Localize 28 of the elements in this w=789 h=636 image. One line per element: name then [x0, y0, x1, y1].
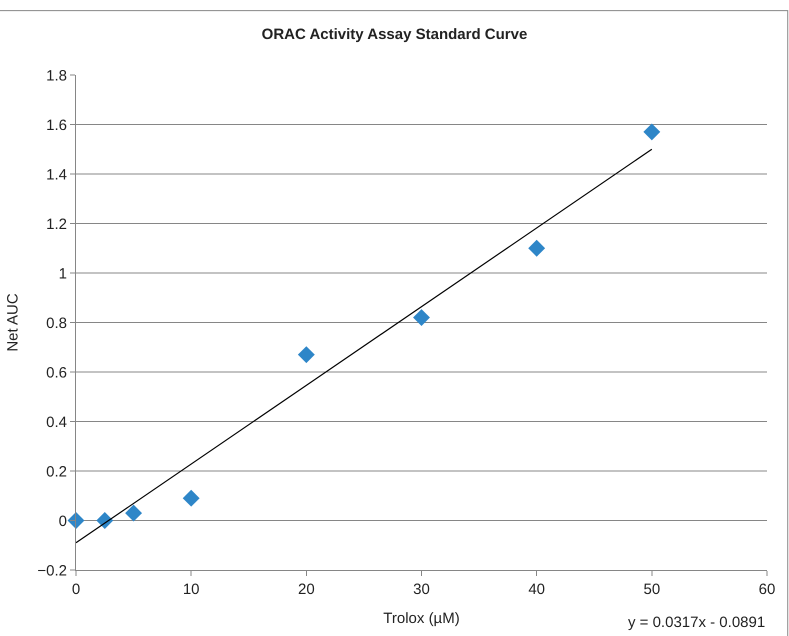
y-tick-label: 1 [58, 265, 67, 282]
y-axis-title: Net AUC [4, 293, 22, 352]
y-tick-label: 1.8 [46, 67, 67, 84]
y-tick-label: 0.8 [46, 314, 67, 332]
x-tick-label: 50 [643, 581, 660, 598]
y-tick-label: 0.4 [46, 414, 67, 431]
x-tick-label: 60 [758, 581, 776, 598]
point [298, 346, 315, 364]
text: y = 0.0317x - 0.0891 [628, 614, 766, 631]
x-axis-title: Trolox (µM) [383, 610, 460, 627]
x-tick-label: 20 [298, 581, 315, 598]
x-tick-label: 10 [182, 581, 200, 598]
x-tick-label: 40 [528, 581, 546, 598]
y-tick-label: 0.2 [46, 463, 67, 480]
y-tick-label: 1.6 [46, 116, 67, 134]
chart-title: ORAC Activity Assay Standard Curve [262, 26, 528, 44]
point [413, 309, 430, 326]
point [528, 240, 546, 257]
y-tick-label: 0.6 [46, 364, 67, 382]
point [182, 490, 200, 507]
x-tick-label: 0 [72, 581, 80, 598]
y-tick-label: 1.2 [46, 216, 67, 233]
point [125, 504, 142, 522]
y-tick-label: 0 [58, 512, 67, 530]
point [643, 123, 660, 140]
y-tick-label: 1.4 [46, 166, 67, 184]
y-tick-label: −0.2 [37, 562, 67, 580]
x-tick-label: 30 [413, 581, 430, 598]
